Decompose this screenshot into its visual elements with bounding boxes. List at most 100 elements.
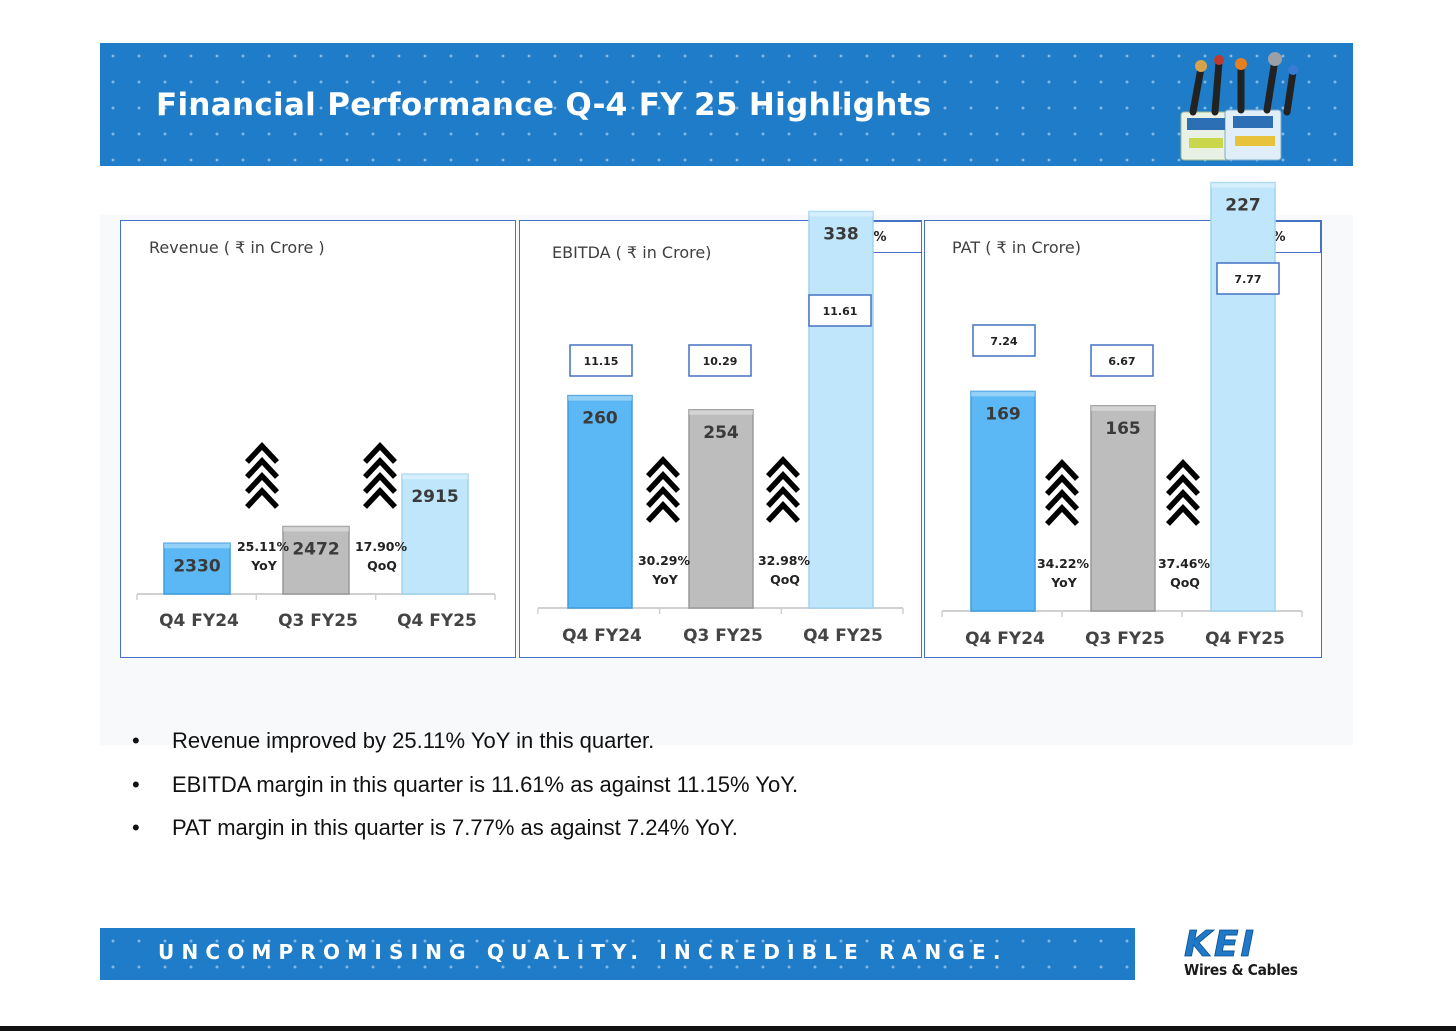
margin-label: 7.24: [990, 335, 1017, 348]
growth-arrow-icon: [362, 456, 398, 479]
data-label: 227: [1225, 196, 1261, 216]
growth-percent: 25.11%: [237, 539, 290, 554]
bullet-text: PAT margin in this quarter is 7.77% as a…: [172, 815, 738, 840]
growth-arrow-icon: [1165, 473, 1201, 496]
bullet-text: Revenue improved by 25.11% YoY in this q…: [172, 728, 655, 753]
bar-highlight: [689, 409, 753, 415]
growth-arrow-icon: [244, 441, 280, 464]
category-label: Q3 FY25: [683, 626, 763, 646]
growth-label: YoY: [1050, 575, 1077, 590]
kei-logo-mark: KEI: [1184, 926, 1256, 960]
data-label: 2472: [292, 540, 339, 560]
growth-percent: 34.22%: [1037, 556, 1090, 571]
bar-highlight: [809, 211, 873, 217]
cable-products-image: [1180, 52, 1298, 161]
margin-label: 7.77: [1234, 273, 1261, 286]
revenue-chart: Revenue ( ₹ in Crore ) 2330 Q4 FY24 2472 Q3…: [120, 220, 516, 658]
category-label: Q3 FY25: [1085, 629, 1165, 649]
pat-chart: PAT ( ₹ in Crore) % 169 Q4 FY24 7.24 165 Q3 …: [924, 181, 1322, 658]
growth-label: YoY: [651, 572, 678, 587]
data-label: 254: [703, 423, 739, 443]
margin-box: [1090, 344, 1154, 377]
bar: [282, 525, 350, 595]
bullet-icon: •: [132, 771, 140, 797]
company-logo: KEI Wires & Cables: [1180, 926, 1310, 986]
growth-label: QoQ: [770, 572, 800, 587]
growth-percent: 32.98%: [758, 553, 811, 568]
data-label: 2330: [173, 556, 220, 576]
margin-box: [1216, 262, 1280, 295]
bar-highlight: [1211, 182, 1275, 188]
growth-arrow-icon: [244, 486, 280, 509]
category-label: Q4 FY25: [397, 611, 477, 631]
category-label: Q4 FY25: [1205, 629, 1285, 649]
data-label: 169: [985, 404, 1021, 424]
bottom-rule: [0, 1026, 1456, 1031]
data-label: 260: [582, 409, 618, 429]
growth-arrow-icon: [1165, 458, 1201, 481]
category-label: Q4 FY24: [562, 626, 642, 646]
growth-percent: 30.29%: [638, 553, 691, 568]
chart-title: Revenue ( ₹ in Crore ): [149, 238, 325, 257]
growth-arrow-icon: [244, 456, 280, 479]
page-title: Financial Performance Q-4 FY 25 Highligh…: [156, 87, 932, 123]
growth-arrow-icon: [645, 455, 681, 478]
footer-banner: UNCOMPROMISING QUALITY. INCREDIBLE RANGE…: [100, 928, 1135, 980]
growth-arrow-icon: [1044, 458, 1080, 481]
bar: [1210, 181, 1276, 612]
growth-arrow-icon: [645, 470, 681, 493]
bar-highlight: [164, 543, 230, 549]
bar-highlight: [1091, 405, 1155, 411]
ebitda-chart: EBITDA ( ₹ in Crore) % 260 Q4 FY24 11.15 25…: [519, 210, 922, 658]
margin-box: [569, 344, 633, 377]
growth-label: QoQ: [1170, 575, 1200, 590]
data-label: 338: [823, 225, 859, 245]
growth-arrow-icon: [362, 471, 398, 494]
growth-arrow-icon: [362, 441, 398, 464]
category-label: Q4 FY25: [803, 626, 883, 646]
growth-arrow-icon: [362, 486, 398, 509]
bar: [401, 473, 469, 595]
growth-arrow-icon: [1044, 473, 1080, 496]
growth-arrow-icon: [1165, 488, 1201, 511]
margin-label: 11.15: [584, 355, 619, 368]
growth-arrow-icon: [765, 455, 801, 478]
margin-label: 6.67: [1108, 355, 1135, 368]
chart-title: EBITDA ( ₹ in Crore): [552, 243, 712, 262]
growth-percent: 37.46%: [1158, 556, 1211, 571]
header-banner: Financial Performance Q-4 FY 25 Highligh…: [100, 43, 1353, 166]
bar: [688, 409, 754, 609]
category-label: Q4 FY24: [965, 629, 1045, 649]
revenue-chart-plot: 2330 Q4 FY24 2472 Q3 FY25 2915 Q4 FY25 25.11% Y…: [136, 441, 496, 631]
margin-label: 11.61: [823, 305, 858, 318]
bar-highlight: [568, 395, 632, 401]
category-label: Q4 FY24: [159, 611, 239, 631]
bar-highlight: [283, 526, 349, 532]
bar: [1090, 405, 1156, 612]
margin-box: [688, 344, 752, 377]
data-label: 2915: [411, 487, 458, 507]
growth-arrow-icon: [765, 470, 801, 493]
bar: [808, 210, 874, 609]
growth-arrow-icon: [1165, 503, 1201, 526]
data-label: 165: [1105, 419, 1141, 439]
ebitda-chart-plot: 260 Q4 FY24 11.15 254 Q3 FY25 10.29 338 Q4 FY25…: [537, 210, 904, 646]
logo-text: KEI: [1184, 926, 1256, 960]
bar: [970, 390, 1036, 612]
growth-label: YoY: [250, 558, 277, 573]
margin-label: 10.29: [703, 355, 738, 368]
bar: [567, 394, 633, 609]
bar-highlight: [971, 391, 1035, 397]
growth-arrow-icon: [645, 500, 681, 523]
pat-chart-plot: 169 Q4 FY24 7.24 165 Q3 FY25 6.67 227 Q4 FY25 7.…: [941, 181, 1303, 649]
bullet-icon: •: [132, 728, 140, 753]
bar-highlight: [402, 474, 468, 480]
growth-arrow-icon: [244, 471, 280, 494]
logo-subtitle: Wires & Cables: [1184, 961, 1298, 979]
chart-title: PAT ( ₹ in Crore): [952, 238, 1081, 257]
bar: [163, 542, 231, 595]
margin-box: [808, 294, 872, 327]
bullet-text: EBITDA margin in this quarter is 11.61% …: [172, 771, 799, 797]
footer-tagline: UNCOMPROMISING QUALITY. INCREDIBLE RANGE…: [158, 940, 1008, 964]
growth-percent: 17.90%: [355, 539, 408, 554]
